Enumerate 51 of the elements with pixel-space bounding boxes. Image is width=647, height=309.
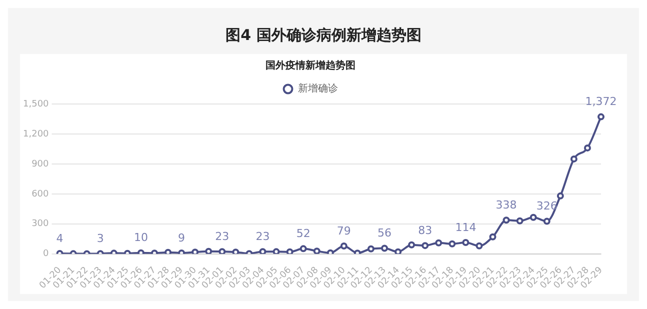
data-label: 23 [215, 230, 230, 243]
y-tick-label: 900 [32, 159, 50, 170]
point [340, 242, 348, 250]
point [272, 248, 280, 254]
point [570, 155, 578, 162]
point [422, 242, 429, 250]
point [218, 248, 226, 254]
point [476, 242, 483, 250]
point [584, 144, 591, 152]
point [502, 216, 510, 224]
point [598, 113, 604, 120]
point [448, 240, 456, 248]
data-label: 23 [256, 230, 270, 243]
y-tick-label: 0 [43, 249, 50, 260]
point [192, 248, 199, 254]
y-tick-label: 1,200 [23, 129, 50, 140]
point [232, 248, 240, 254]
point [259, 248, 266, 254]
point [462, 238, 470, 246]
point [313, 248, 320, 254]
data-label: 56 [378, 226, 392, 240]
point [367, 245, 374, 252]
y-tick-label: 600 [32, 189, 50, 200]
data-label: 10 [134, 231, 148, 244]
point [516, 217, 524, 224]
data-label: 338 [496, 198, 517, 212]
data-label: 114 [455, 220, 476, 234]
data-label: 52 [296, 227, 310, 240]
point [381, 244, 388, 252]
point [435, 239, 442, 246]
chart-title: 图4 国外确诊病例新增趋势图 [224, 25, 422, 46]
point [556, 192, 564, 200]
point [408, 241, 416, 248]
y-tick-label: 1,500 [23, 99, 50, 110]
y-tick-label: 300 [32, 219, 50, 230]
data-label: 4 [56, 232, 64, 245]
chart-subtitle: 国外疫情新增趋势图 [266, 60, 356, 72]
data-label: 9 [178, 231, 186, 244]
data-label: 83 [418, 224, 432, 237]
point [164, 248, 172, 254]
point [205, 248, 212, 254]
point [543, 218, 550, 225]
point [489, 233, 496, 240]
point [300, 245, 307, 252]
point [394, 248, 402, 254]
data-label: 3 [96, 232, 104, 245]
legend-label: 新增确诊 [298, 82, 338, 95]
data-label: 1,372 [585, 95, 617, 108]
data-label: 79 [336, 224, 351, 238]
point [286, 248, 294, 254]
point [530, 214, 537, 221]
